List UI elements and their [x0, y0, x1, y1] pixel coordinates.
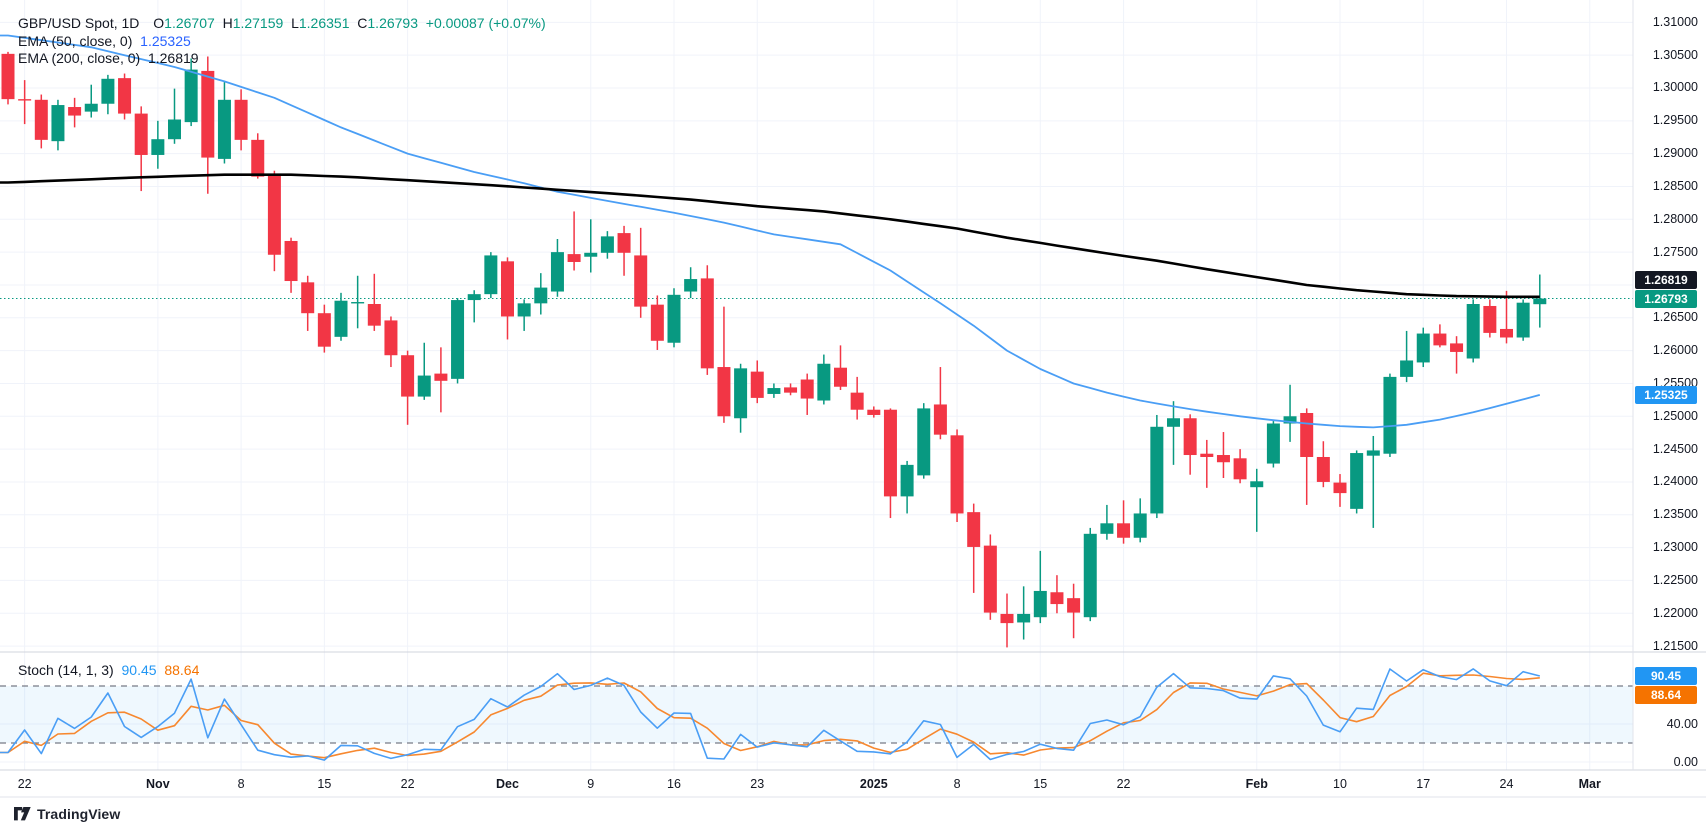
time-axis-label: 15: [1033, 777, 1048, 791]
time-axis-label: 22: [17, 777, 32, 791]
price-axis-label: 1.29500: [1652, 113, 1698, 128]
ema200-legend[interactable]: EMA (200, close, 0) 1.26819: [18, 50, 199, 66]
time-axis-label: 8: [237, 777, 245, 791]
price-axis-label: 1.24000: [1652, 474, 1698, 489]
stoch-k-badge: 90.45: [1635, 667, 1697, 686]
time-axis-label: Mar: [1578, 777, 1601, 791]
time-axis-label: Nov: [146, 777, 170, 791]
time-axis-label: Feb: [1245, 777, 1268, 791]
price-axis-label: 1.27500: [1652, 244, 1698, 259]
price-axis-label: 1.23500: [1652, 507, 1698, 522]
ema200-line: [0, 173, 1540, 299]
stoch-axis-label: 0.00: [1673, 754, 1698, 769]
stoch-axis-label: 40.00: [1666, 716, 1698, 731]
time-axis-label: 2025: [859, 777, 888, 791]
price-axis-label: 1.22500: [1652, 572, 1698, 587]
stoch-k-line: [0, 668, 1540, 761]
ema200-price-badge: 1.26819: [1635, 270, 1697, 289]
ema50-line: [0, 34, 1541, 429]
stoch-k-value: 90.45: [121, 662, 157, 678]
ema50-value: 1.25325: [140, 33, 191, 49]
tradingview-logo-icon: [14, 806, 31, 820]
tradingview-logo-text: TradingView: [37, 806, 121, 822]
last-price-badge: 1.26793: [1635, 289, 1697, 308]
symbol-title: GBP/USD Spot, 1D: [18, 15, 140, 31]
close-value: 1.26793: [367, 15, 418, 31]
price-axis-label: 1.22000: [1652, 605, 1698, 620]
price-axis-label: 1.29000: [1652, 146, 1698, 161]
price-axis-label: 1.24500: [1652, 441, 1698, 456]
time-axis-label: Dec: [496, 777, 519, 791]
stoch-d-value: 88.64: [164, 662, 200, 678]
time-axis-label: 17: [1416, 777, 1431, 791]
price-axis-label: 1.26000: [1652, 343, 1698, 358]
stoch-d-badge: 88.64: [1635, 686, 1697, 705]
ema200-label: EMA (200, close, 0): [18, 50, 141, 66]
time-axis-label: 22: [1116, 777, 1131, 791]
tradingview-logo[interactable]: TradingView: [14, 806, 120, 822]
price-axis-label: 1.30500: [1652, 47, 1698, 62]
stoch-legend[interactable]: Stoch (14, 1, 3) 90.45 88.64: [18, 662, 199, 678]
stoch-d-line: [0, 672, 1540, 759]
time-axis-label: 16: [667, 777, 681, 791]
price-axis-label: 1.30000: [1652, 80, 1698, 95]
time-axis-label: 8: [953, 777, 961, 791]
low-label: L: [291, 15, 299, 31]
price-axis-label: 1.21500: [1652, 638, 1698, 653]
price-axis-label: 1.28500: [1652, 178, 1698, 193]
ema50-price-badge: 1.25325: [1635, 385, 1697, 404]
symbol-legend[interactable]: GBP/USD Spot, 1D O1.26707 H1.27159 L1.26…: [18, 15, 546, 31]
stoch-label: Stoch (14, 1, 3): [18, 662, 114, 678]
open-value: 1.26707: [164, 15, 215, 31]
change-value: +0.00087 (+0.07%): [425, 15, 546, 31]
price-axis-label: 1.26500: [1652, 310, 1698, 325]
open-label: O: [153, 15, 165, 31]
time-axis-label: 15: [317, 777, 332, 791]
time-axis-label: 9: [587, 777, 595, 791]
ema50-label: EMA (50, close, 0): [18, 33, 133, 49]
time-axis-label: 22: [400, 777, 415, 791]
price-axis-label: 1.25000: [1652, 408, 1698, 423]
price-axis-label: 1.23000: [1652, 540, 1698, 555]
low-value: 1.26351: [298, 15, 350, 31]
high-label: H: [222, 15, 233, 31]
ema50-legend[interactable]: EMA (50, close, 0) 1.25325: [18, 33, 191, 49]
price-axis-label: 1.28000: [1652, 211, 1698, 226]
time-axis-label: 24: [1499, 777, 1514, 791]
ema200-value: 1.26819: [147, 50, 199, 66]
close-label: C: [357, 15, 368, 31]
high-value: 1.27159: [232, 15, 284, 31]
price-axis-label: 1.31000: [1652, 14, 1698, 29]
time-axis-label: 23: [750, 777, 765, 791]
stoch-band-fill: [0, 686, 1633, 743]
candlestick-series: [1, 51, 1547, 648]
time-axis-label: 10: [1333, 777, 1347, 791]
